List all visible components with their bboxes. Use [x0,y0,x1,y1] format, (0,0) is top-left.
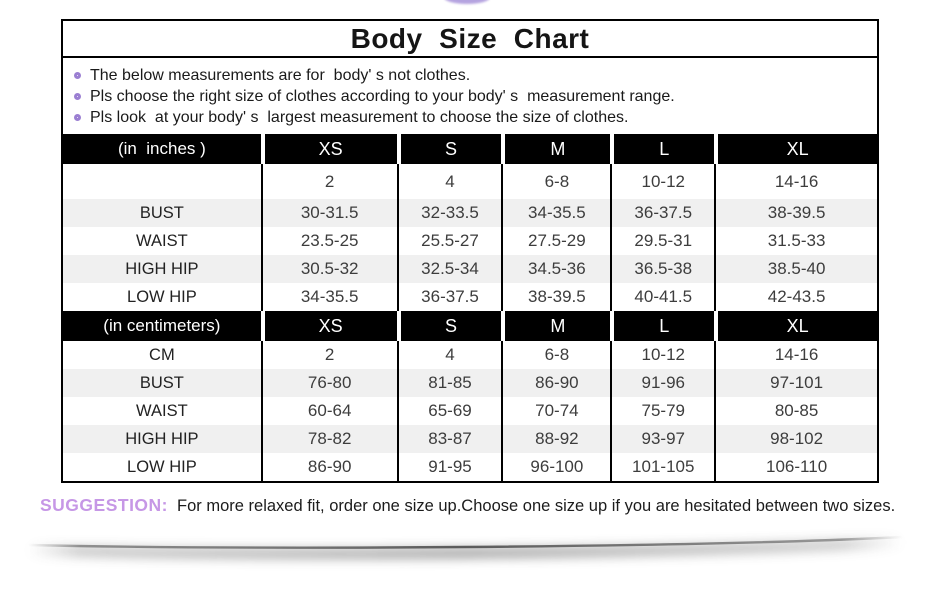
row-label-cell: CM [63,341,261,369]
value-cell: 38.5-40 [714,255,877,283]
row-label-cell [63,164,261,199]
value-cell: 30-31.5 [260,199,397,227]
value-cell: 65-69 [396,397,502,425]
value-cell: 91-96 [610,369,715,397]
value-cell: 4 [396,164,502,199]
size-header-cell: L [610,134,715,164]
unit-header-cell: (in inches ) [63,134,261,164]
size-header-cell: XS [260,311,397,341]
suggestion-label: SUGGESTION: [40,495,169,515]
size-header-cell: M [501,311,611,341]
size-header-cell: XS [260,134,397,164]
size-header-cell: S [396,134,502,164]
note-line: Pls look at your body' s largest measure… [72,107,867,128]
value-cell: 32-33.5 [396,199,502,227]
suggestion-line: SUGGESTION: For more relaxed fit, order o… [40,495,920,516]
size-table-centimeters: (in centimeters) XS S M L XL CM 2 4 6-8 10-12 14-16… [63,311,877,481]
bullet-ring-icon [74,93,81,100]
value-cell: 60-64 [260,397,397,425]
notes-list: The below measurements are for body' s n… [63,58,877,134]
value-cell: 27.5-29 [501,227,611,255]
row-label-cell: BUST [63,369,261,397]
row-label-cell: HIGH HIP [63,255,261,283]
value-cell: 81-85 [396,369,502,397]
row-label-cell: LOW HIP [63,283,261,311]
size-table-inches: (in inches ) XS S M L XL 2 4 6-8 10-12 14-16 BUST 30… [63,134,877,311]
size-header-cell: XL [714,311,877,341]
value-cell: 10-12 [610,341,715,369]
value-cell: 6-8 [501,341,611,369]
size-header-cell: L [610,311,715,341]
size-header-cell: M [501,134,611,164]
value-cell: 70-74 [501,397,611,425]
note-text: Pls choose the right size of clothes acc… [90,87,675,105]
value-cell: 106-110 [714,453,877,481]
value-cell: 10-12 [610,164,715,199]
value-cell: 75-79 [610,397,715,425]
value-cell: 83-87 [396,425,502,453]
size-header-cell: S [396,311,502,341]
value-cell: 34-35.5 [260,283,397,311]
suggestion-text: For more relaxed fit, order one size up.… [177,497,896,515]
note-text: Pls look at your body' s largest measure… [90,108,629,126]
value-cell: 36-37.5 [610,199,715,227]
value-cell: 38-39.5 [714,199,877,227]
note-line: The below measurements are for body' s n… [72,65,867,86]
bullet-ring-icon [74,72,81,79]
size-header-cell: XL [714,134,877,164]
value-cell: 96-100 [501,453,611,481]
value-cell: 80-85 [714,397,877,425]
value-cell: 78-82 [260,425,397,453]
top-purple-decoration [444,0,490,4]
value-cell: 2 [260,164,397,199]
value-cell: 88-92 [501,425,611,453]
value-cell: 93-97 [610,425,715,453]
value-cell: 36-37.5 [396,283,502,311]
size-chart-box: Body Size Chart The below measurements a… [61,19,879,483]
value-cell: 25.5-27 [396,227,502,255]
row-label-cell: WAIST [63,397,261,425]
row-label-cell: HIGH HIP [63,425,261,453]
value-cell: 36.5-38 [610,255,715,283]
note-text: The below measurements are for body' s n… [90,66,471,84]
row-label-cell: WAIST [63,227,261,255]
value-cell: 34-35.5 [501,199,611,227]
value-cell: 86-90 [501,369,611,397]
value-cell: 91-95 [396,453,502,481]
value-cell: 98-102 [714,425,877,453]
value-cell: 30.5-32 [260,255,397,283]
value-cell: 97-101 [714,369,877,397]
value-cell: 14-16 [714,341,877,369]
unit-header-cell: (in centimeters) [63,311,261,341]
value-cell: 76-80 [260,369,397,397]
value-cell: 31.5-33 [714,227,877,255]
value-cell: 14-16 [714,164,877,199]
value-cell: 42-43.5 [714,283,877,311]
value-cell: 6-8 [501,164,611,199]
page-curl-shadow [27,535,904,560]
row-label-cell: LOW HIP [63,453,261,481]
page-title: Body Size Chart [63,21,877,58]
value-cell: 32.5-34 [396,255,502,283]
value-cell: 38-39.5 [501,283,611,311]
bullet-ring-icon [74,114,81,121]
value-cell: 2 [260,341,397,369]
value-cell: 101-105 [610,453,715,481]
value-cell: 4 [396,341,502,369]
row-label-cell: BUST [63,199,261,227]
value-cell: 86-90 [260,453,397,481]
value-cell: 29.5-31 [610,227,715,255]
value-cell: 23.5-25 [260,227,397,255]
value-cell: 34.5-36 [501,255,611,283]
note-line: Pls choose the right size of clothes acc… [72,86,867,107]
value-cell: 40-41.5 [610,283,715,311]
